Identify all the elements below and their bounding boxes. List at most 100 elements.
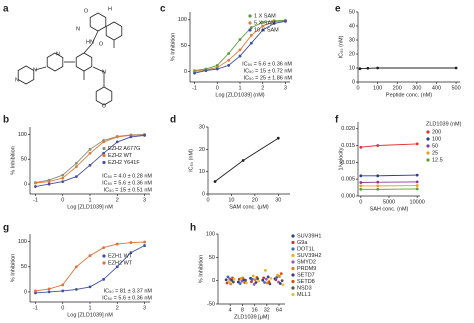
legend-label: SUV39H2 bbox=[297, 253, 321, 259]
atom-label: N bbox=[76, 26, 80, 32]
data-point bbox=[47, 182, 51, 186]
data-point bbox=[266, 275, 270, 279]
y-tick-label: 0 bbox=[184, 69, 187, 75]
legend-marker bbox=[291, 240, 295, 245]
x-axis-label: Log [ZLD1039] nM bbox=[67, 312, 113, 318]
annotation: IC₅₀ = 4.0 ± 0.28 nM bbox=[102, 173, 152, 179]
panel-label: h bbox=[190, 223, 196, 234]
data-point bbox=[34, 181, 37, 185]
data-point bbox=[415, 187, 419, 191]
x-tick-label: 2 bbox=[261, 85, 264, 91]
data-point bbox=[34, 291, 37, 295]
legend-title: ZLD1039 (nM) bbox=[426, 121, 462, 127]
x-axis-label: Log [ZLD1039] (nM) bbox=[215, 92, 264, 98]
y-tick-label: 0 bbox=[202, 191, 205, 197]
data-point bbox=[61, 180, 65, 183]
y-tick-label: 20 bbox=[349, 51, 355, 57]
data-point bbox=[115, 135, 119, 139]
data-point bbox=[253, 278, 257, 282]
data-point bbox=[261, 28, 265, 32]
data-point bbox=[276, 136, 280, 140]
legend-marker bbox=[291, 286, 295, 290]
data-point bbox=[115, 265, 119, 269]
x-axis-label: ZLD1039 [μM] bbox=[234, 314, 269, 320]
x-axis-label: Peptide conc. (nM) bbox=[386, 92, 432, 98]
series-line bbox=[35, 241, 145, 292]
y-axis-label: IC₅₀ (nM) bbox=[188, 149, 194, 172]
data-point bbox=[47, 287, 51, 291]
x-tick-label: 5000 bbox=[383, 199, 395, 205]
legend-label: 200 bbox=[432, 129, 441, 135]
data-point bbox=[274, 278, 278, 282]
y-tick-label: 0 bbox=[212, 278, 215, 284]
data-point bbox=[143, 244, 146, 247]
legend-marker bbox=[291, 234, 295, 238]
y-axis-label: % Inhibition bbox=[10, 146, 16, 174]
annotation: IC₅₀ = 5.6 ± 0.36 nM bbox=[102, 295, 152, 301]
panel-label: f bbox=[335, 115, 339, 126]
data-point bbox=[359, 184, 363, 188]
data-point bbox=[252, 283, 256, 286]
legend-label: EZH2 WT bbox=[108, 153, 133, 159]
y-tick-label: 40 bbox=[349, 23, 355, 29]
panel-label: d bbox=[170, 115, 176, 126]
x-tick-label: 32 bbox=[264, 307, 270, 313]
x-tick-label: 0 bbox=[356, 85, 359, 91]
x-tick-label: 500 bbox=[451, 85, 460, 91]
legend-marker bbox=[291, 260, 295, 264]
y-axis-label: 1/velocity bbox=[338, 147, 344, 170]
data-point bbox=[257, 279, 261, 283]
legend-label: EZH2 WT bbox=[108, 260, 133, 266]
data-point bbox=[261, 278, 265, 282]
panel-label: b bbox=[3, 115, 9, 126]
data-point bbox=[415, 142, 419, 146]
data-point bbox=[267, 280, 271, 283]
data-point bbox=[61, 173, 65, 177]
x-tick-label: 0 bbox=[61, 197, 64, 203]
data-point bbox=[232, 277, 236, 281]
legend-marker bbox=[426, 158, 430, 162]
x-tick-label: 0 bbox=[61, 305, 64, 311]
bond bbox=[34, 66, 47, 71]
data-point bbox=[227, 64, 231, 67]
x-axis-label: SAH conc. (nM) bbox=[370, 206, 409, 212]
y-tick-label: 50 bbox=[21, 157, 27, 163]
data-point bbox=[74, 175, 78, 179]
legend-marker bbox=[102, 153, 106, 158]
legend-marker bbox=[426, 144, 430, 148]
series-line bbox=[360, 174, 418, 177]
data-point bbox=[224, 278, 228, 282]
y-tick-label: 100 bbox=[18, 132, 27, 138]
data-point bbox=[102, 277, 106, 281]
data-point bbox=[34, 289, 37, 293]
x-tick-label: 10000 bbox=[410, 199, 425, 205]
ring bbox=[105, 21, 123, 41]
data-point bbox=[278, 282, 282, 285]
data-point bbox=[238, 282, 242, 285]
x-tick-label: -1 bbox=[33, 305, 38, 311]
data-point bbox=[376, 187, 380, 191]
bond bbox=[92, 66, 105, 73]
y-tick-label: 100 bbox=[18, 239, 27, 245]
legend-label: EZH2 Y641F bbox=[108, 160, 140, 166]
data-point bbox=[263, 281, 266, 284]
x-tick-label: 300 bbox=[412, 85, 421, 91]
data-point bbox=[359, 181, 363, 184]
data-point bbox=[238, 48, 242, 52]
legend-label: EZH2 A677G bbox=[108, 146, 140, 152]
legend-label: MLL1 bbox=[297, 292, 311, 298]
data-point bbox=[275, 276, 279, 279]
data-point bbox=[245, 281, 248, 285]
y-axis-label: % Inhibition bbox=[10, 254, 16, 282]
annotation: IC₅₀ = 25 ± 1.86 nM bbox=[244, 75, 293, 81]
legend-marker bbox=[248, 28, 252, 32]
data-point bbox=[129, 135, 133, 139]
legend-marker bbox=[291, 279, 295, 284]
legend-marker bbox=[102, 261, 106, 265]
legend-marker bbox=[248, 21, 252, 25]
x-tick-label: 100 bbox=[373, 85, 382, 91]
data-point bbox=[229, 282, 233, 286]
data-point bbox=[250, 277, 254, 281]
y-tick-label: 0.005 bbox=[341, 177, 355, 183]
